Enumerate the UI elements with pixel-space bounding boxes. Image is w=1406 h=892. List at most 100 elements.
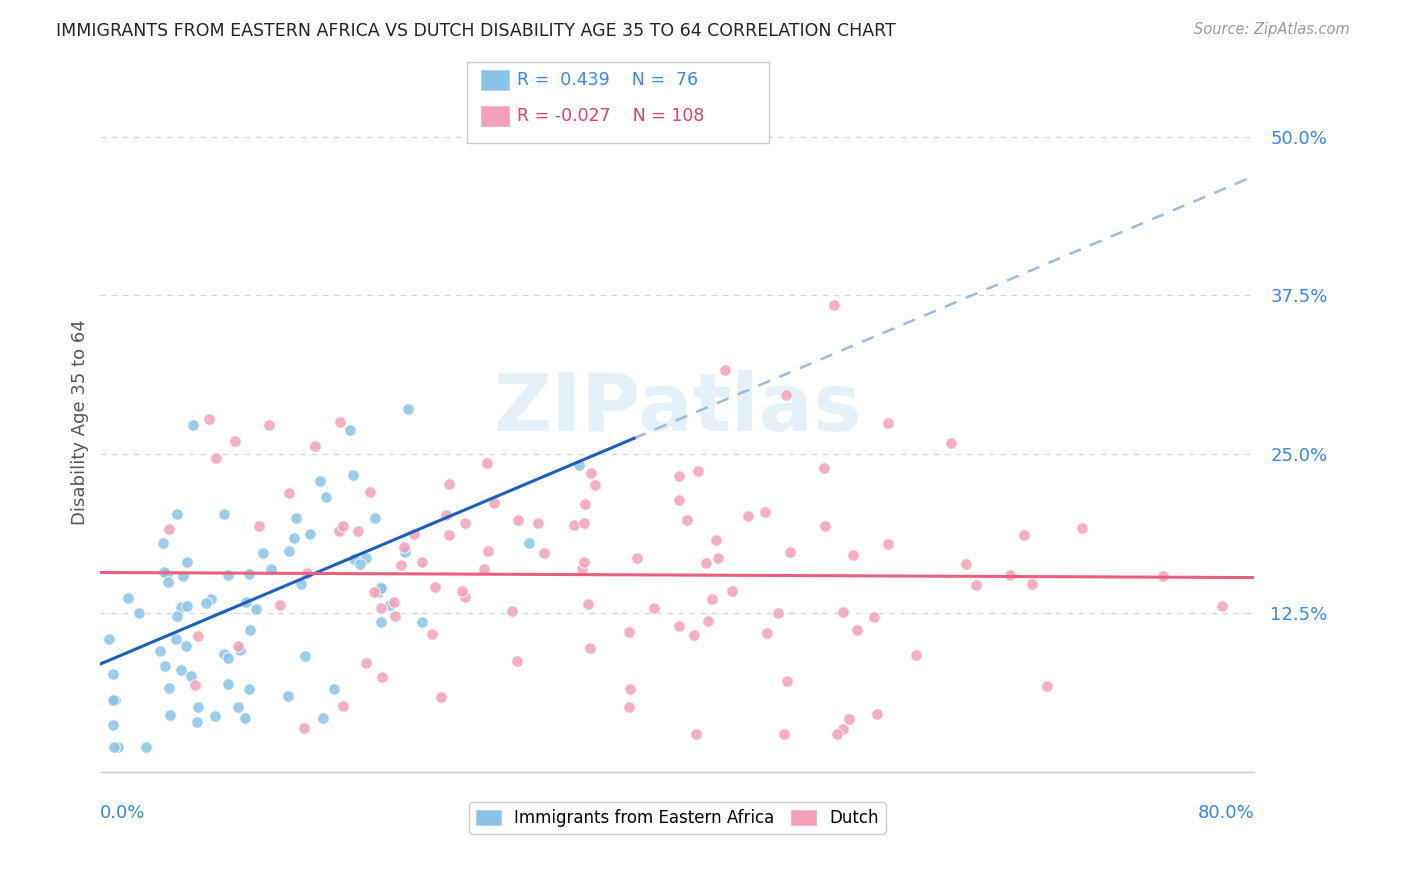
Point [697, 614, 720, 628]
Point [845, 623, 868, 637]
Point [579, 641, 602, 656]
Point [475, 456, 498, 470]
Point [149, 644, 172, 658]
Point [619, 681, 641, 696]
Point [174, 639, 197, 653]
Point [200, 592, 222, 607]
Point [568, 458, 591, 473]
Point [247, 519, 270, 533]
Point [506, 654, 529, 668]
Point [226, 699, 249, 714]
Point [204, 709, 226, 723]
Point [1152, 569, 1174, 583]
Point [354, 656, 377, 670]
Point [315, 490, 337, 504]
Point [506, 513, 529, 527]
Point [686, 464, 709, 478]
Point [576, 597, 599, 611]
Point [166, 609, 188, 624]
Point [176, 599, 198, 614]
Point [877, 537, 900, 551]
Point [876, 416, 898, 430]
Text: 80.0%: 80.0% [1198, 804, 1254, 822]
Text: ZIPatlas: ZIPatlas [494, 369, 862, 448]
Point [904, 648, 927, 662]
Point [170, 663, 193, 677]
Point [157, 522, 180, 536]
Point [392, 541, 415, 555]
Point [277, 689, 299, 703]
Point [437, 477, 460, 491]
Point [294, 648, 316, 663]
Point [295, 566, 318, 580]
Point [579, 466, 602, 480]
Point [382, 595, 405, 609]
Point [228, 643, 250, 657]
Point [332, 699, 354, 714]
Point [756, 625, 779, 640]
Point [342, 468, 364, 483]
Point [364, 511, 387, 525]
Legend: Immigrants from Eastern Africa, Dutch: Immigrants from Eastern Africa, Dutch [470, 802, 886, 834]
Point [259, 417, 281, 432]
Point [283, 531, 305, 545]
Point [277, 544, 299, 558]
Point [363, 585, 385, 599]
Point [737, 508, 759, 523]
Y-axis label: Disability Age 35 to 64: Disability Age 35 to 64 [72, 319, 89, 525]
Point [939, 435, 962, 450]
Point [370, 615, 392, 630]
Point [156, 574, 179, 589]
Point [332, 519, 354, 533]
Point [180, 669, 202, 683]
Point [217, 651, 239, 665]
Point [323, 681, 346, 696]
Point [430, 690, 453, 705]
Point [501, 604, 523, 618]
Point [186, 714, 208, 729]
Point [170, 599, 193, 614]
Point [477, 544, 499, 558]
Point [1000, 568, 1022, 582]
Point [454, 516, 477, 530]
Point [955, 557, 977, 571]
Point [721, 583, 744, 598]
Point [574, 516, 596, 530]
Point [238, 681, 260, 696]
Point [533, 546, 555, 560]
Point [166, 507, 188, 521]
Point [184, 678, 207, 692]
Point [370, 582, 392, 596]
Point [304, 439, 326, 453]
Point [260, 562, 283, 576]
Point [212, 648, 235, 662]
Point [398, 402, 420, 417]
Point [411, 615, 433, 629]
Point [156, 566, 179, 581]
Point [235, 595, 257, 609]
Point [668, 493, 690, 508]
Point [186, 699, 208, 714]
Text: 0.0%: 0.0% [100, 804, 146, 822]
Point [685, 727, 707, 741]
Point [832, 722, 855, 736]
Point [107, 739, 129, 754]
Point [101, 718, 124, 732]
Point [224, 434, 246, 448]
Point [354, 550, 377, 565]
Point [766, 607, 789, 621]
Text: R = -0.027    N = 108: R = -0.027 N = 108 [517, 107, 704, 125]
Point [643, 601, 665, 615]
Point [450, 583, 472, 598]
Point [842, 549, 865, 563]
Point [226, 639, 249, 653]
Point [1021, 577, 1043, 591]
Point [104, 692, 127, 706]
Point [181, 417, 204, 432]
Point [583, 478, 606, 492]
Point [153, 565, 176, 579]
Point [284, 511, 307, 525]
Point [404, 526, 426, 541]
Point [239, 624, 262, 638]
Point [394, 545, 416, 559]
